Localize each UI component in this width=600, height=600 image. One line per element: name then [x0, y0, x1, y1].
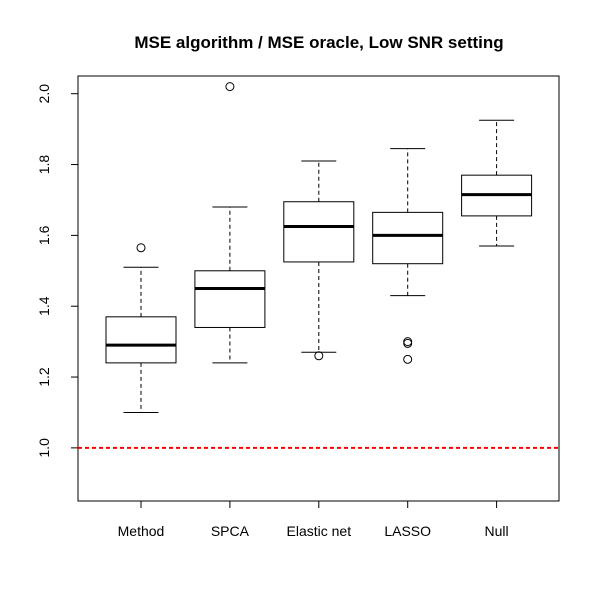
y-tick-label: 1.0 [36, 438, 52, 458]
box-iqr [105, 316, 177, 364]
x-tick-label: SPCA [211, 523, 250, 539]
y-tick-label: 1.2 [36, 367, 52, 387]
plot-frame [77, 75, 560, 502]
x-tick-label: LASSO [384, 523, 431, 539]
y-tick-label: 1.8 [36, 155, 52, 175]
outlier-point [314, 351, 324, 361]
box-iqr [372, 211, 444, 265]
outlier-point [136, 243, 146, 253]
outlier-point [403, 337, 413, 347]
y-tick-label: 2.0 [36, 84, 52, 104]
box-iqr [194, 270, 266, 328]
chart-title: MSE algorithm / MSE oracle, Low SNR sett… [134, 33, 503, 52]
outlier-point [403, 354, 413, 364]
outlier-point [403, 338, 413, 348]
x-tick-label: Null [485, 523, 509, 539]
box-iqr [283, 201, 355, 263]
y-tick-label: 1.6 [36, 225, 52, 245]
y-tick-label: 1.4 [36, 296, 52, 316]
x-tick-label: Method [118, 523, 165, 539]
plot-layer: 1.0 1.2 1.4 1.6 1.8 2.0 Method SPCA Elastic net L… [36, 75, 560, 539]
x-tick-label: Elastic net [287, 523, 352, 539]
outlier-point [225, 82, 235, 92]
